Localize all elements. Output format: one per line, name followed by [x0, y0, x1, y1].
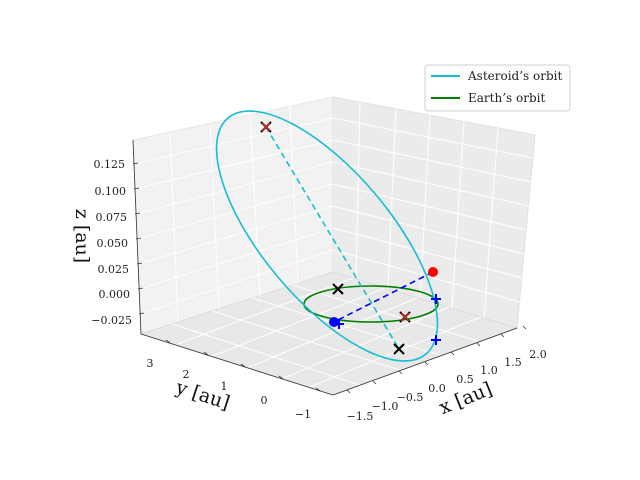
x-tick-label: 0.0 — [428, 382, 446, 395]
z-tick-label: 0.075 — [96, 211, 128, 224]
z-tick-label: −0.025 — [91, 314, 132, 327]
y-tick-label: 0 — [261, 394, 268, 407]
legend: Asteroid’s orbit Earth’s orbit — [424, 64, 571, 112]
legend-label-asteroid: Asteroid’s orbit — [467, 69, 562, 83]
cross-marker — [393, 343, 405, 355]
x-tick-label: −1.5 — [347, 410, 374, 423]
z-tick-label: 0.000 — [99, 288, 131, 301]
legend-box — [424, 64, 571, 112]
asteroid-orbit — [215, 110, 439, 362]
earth-orbit — [303, 285, 439, 323]
z-tick-label: 0.050 — [97, 237, 129, 250]
cross-marker — [332, 283, 344, 295]
grid-lines — [133, 101, 534, 392]
x-tick-label: 1.5 — [504, 356, 522, 369]
cross-marker — [261, 122, 271, 132]
asteroid-node-line — [265, 126, 400, 350]
x-tick-label: 2.0 — [529, 348, 547, 361]
x-axis-line — [332, 327, 518, 396]
z-tick-label: 0.025 — [98, 263, 130, 276]
blue-dot-marker — [329, 317, 339, 327]
z-tick-marks — [132, 162, 145, 315]
connector-line — [333, 271, 434, 323]
y-tick-label: 2 — [183, 368, 190, 381]
legend-label-earth: Earth’s orbit — [468, 91, 545, 105]
y-tick-label: −1 — [295, 408, 311, 421]
cross-marker — [400, 312, 410, 322]
z-tick-label: 0.100 — [95, 185, 127, 198]
z-tick-label: 0.125 — [94, 158, 126, 171]
x-tick-label: −1.0 — [372, 400, 399, 413]
z-axis-label: z [au] — [71, 209, 93, 263]
x-tick-label: 0.5 — [456, 373, 474, 386]
z-axis-line — [132, 139, 142, 335]
x-tick-label: −0.5 — [397, 391, 424, 404]
plus-marker — [431, 335, 441, 345]
y-tick-label: 1 — [221, 380, 228, 393]
y-axis-line — [140, 333, 334, 396]
y-tick-marks — [165, 339, 321, 392]
x-tick-label: 1.0 — [480, 364, 498, 377]
plus-marker — [431, 294, 441, 304]
y-tick-label: 3 — [147, 357, 154, 370]
red-dot-marker — [428, 267, 438, 277]
x-tick-marks — [346, 325, 527, 394]
